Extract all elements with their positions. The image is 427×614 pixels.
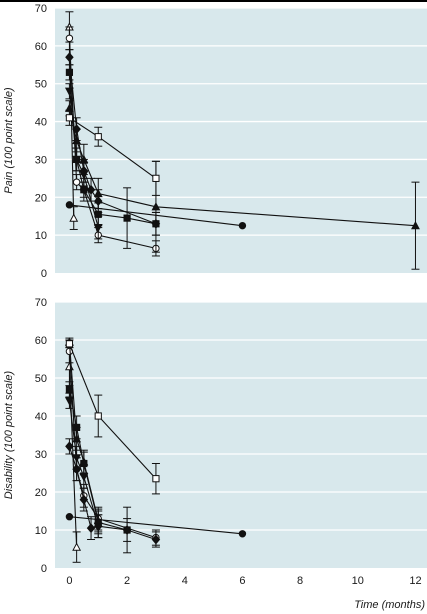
data-point [65, 340, 74, 348]
y-tick-label: 20 [35, 192, 47, 204]
data-point [80, 186, 88, 194]
data-point [411, 221, 420, 230]
series-line [68, 57, 157, 225]
y-tick-label: 20 [35, 487, 47, 499]
data-point [72, 135, 82, 145]
data-point [123, 526, 131, 534]
data-point [94, 412, 102, 420]
data-point [65, 513, 74, 521]
data-point [65, 68, 74, 76]
data-point [65, 441, 74, 452]
data-point [93, 223, 103, 233]
data-point [151, 534, 161, 545]
x-tick-label: 10 [352, 575, 364, 587]
x-tick-label: 2 [124, 575, 130, 587]
panel-pain: 0 10 20 30 40 50 60 70 Pain (100 point scale) [3, 3, 427, 280]
series-line [68, 400, 99, 527]
x-tick-label: 0 [66, 575, 72, 587]
data-point [72, 155, 82, 165]
x-tick-label: 8 [297, 575, 303, 587]
y-tick-label: 10 [35, 230, 47, 242]
data-point [65, 114, 74, 122]
y-tick-label: 50 [35, 79, 47, 91]
data-point [238, 530, 247, 538]
y-tick-label: 70 [35, 297, 47, 309]
data-point [79, 456, 89, 466]
y-tick-label: 30 [35, 449, 47, 461]
data-point [151, 202, 161, 211]
series-line [68, 108, 416, 227]
y-tick-label: 50 [35, 373, 47, 385]
data-point [65, 52, 74, 63]
data-point [72, 454, 82, 463]
y-tick-label: 10 [35, 525, 47, 537]
x-tick-label: 4 [182, 575, 188, 587]
y-tick-label: 60 [35, 41, 47, 53]
data-point [94, 133, 102, 141]
data-point [72, 434, 82, 443]
y-axis-title: Disability (100 point scale) [3, 370, 15, 499]
data-point [86, 523, 96, 534]
y-axis-title: Pain (100 point scale) [3, 87, 15, 194]
x-axis-title: Time (months) [354, 599, 425, 611]
data-point [123, 214, 131, 222]
panel-disability: 0 10 20 30 40 50 60 70 0 2 4 6 8 10 12 Disability (100 … [3, 297, 427, 611]
data-point [79, 473, 89, 482]
data-point [238, 221, 247, 230]
y-tick-label: 30 [35, 154, 47, 166]
data-point [152, 174, 160, 182]
data-point [93, 188, 103, 198]
data-point [64, 397, 74, 406]
y-tick-label: 0 [41, 268, 47, 280]
y-tick-label: 70 [35, 3, 47, 15]
series-square-open [65, 339, 160, 495]
top-rule [0, 0, 427, 2]
y-tick-label: 60 [35, 335, 47, 347]
series-triangle-filled [64, 100, 420, 270]
data-point [79, 154, 89, 164]
data-point [72, 542, 82, 551]
data-point [69, 213, 79, 222]
plot-background [55, 302, 427, 568]
data-point [64, 87, 74, 96]
data-point [86, 184, 96, 195]
y-tick-label: 0 [41, 563, 47, 575]
x-tick-label: 12 [409, 575, 421, 587]
y-tick-label: 40 [35, 117, 47, 129]
data-point [72, 178, 81, 186]
series-square-open [65, 109, 160, 196]
data-point [152, 475, 160, 483]
y-tick-label: 40 [35, 411, 47, 423]
data-point [65, 385, 74, 393]
x-tick-label: 6 [239, 575, 245, 587]
data-point [79, 494, 89, 505]
data-point [65, 34, 74, 42]
data-point [93, 515, 103, 525]
plot-background [55, 8, 427, 273]
